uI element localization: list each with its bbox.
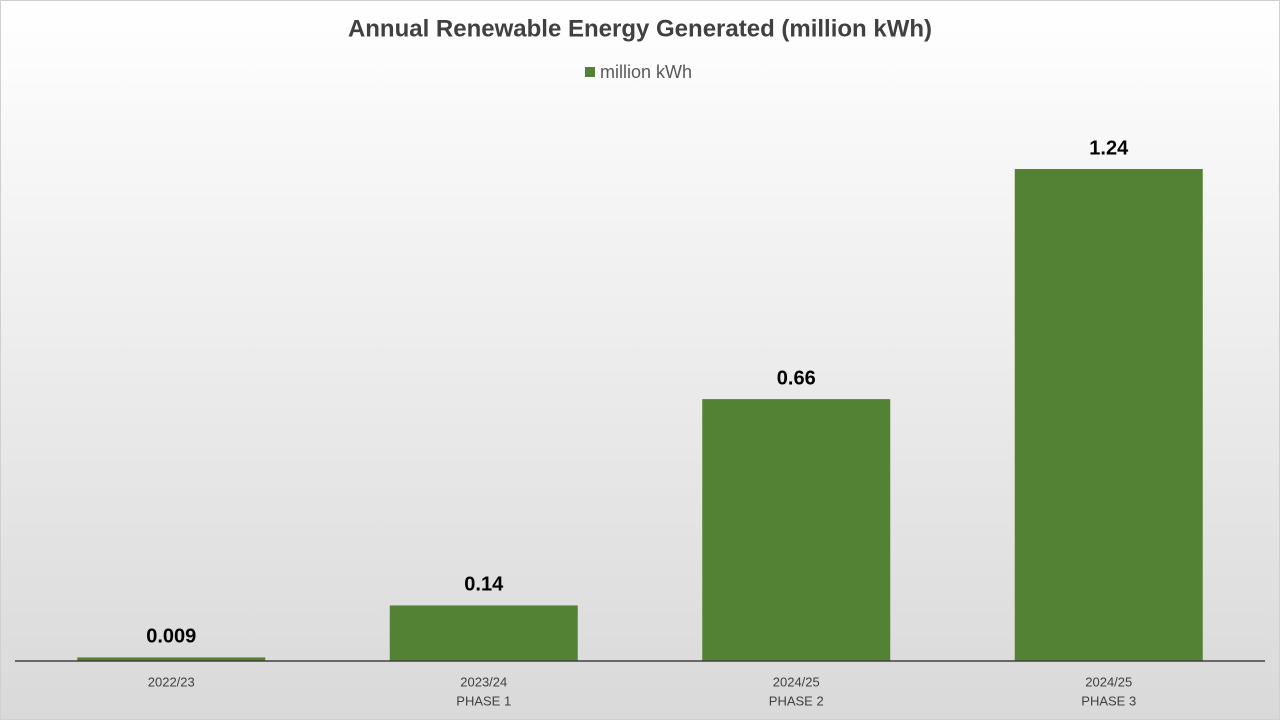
x-tick-label: 2022/23 xyxy=(148,674,195,689)
x-tick-label: 2024/25 xyxy=(773,674,820,689)
x-tick-label: 2023/24 xyxy=(460,674,507,689)
bar xyxy=(1014,169,1203,661)
chart-title: Annual Renewable Energy Generated (milli… xyxy=(348,15,932,42)
x-tick-label: 2024/25 xyxy=(1085,674,1132,689)
x-tick-label: PHASE 1 xyxy=(456,693,511,708)
x-tick-label: PHASE 2 xyxy=(769,693,824,708)
bar xyxy=(389,605,578,661)
legend-swatch xyxy=(585,67,595,77)
data-label: 1.24 xyxy=(1089,137,1129,159)
data-label: 0.009 xyxy=(146,626,196,648)
x-tick-label: PHASE 3 xyxy=(1081,693,1136,708)
legend-label: million kWh xyxy=(600,62,692,82)
data-label: 0.14 xyxy=(464,574,504,596)
bar xyxy=(77,657,266,661)
data-label: 0.66 xyxy=(777,367,816,389)
bar xyxy=(702,399,891,661)
